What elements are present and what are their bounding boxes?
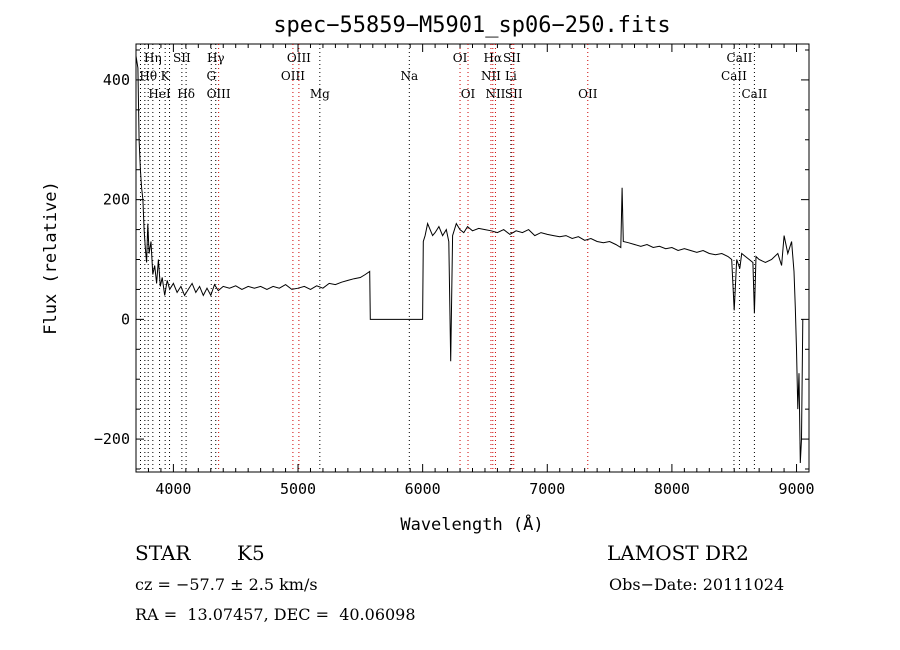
x-tick-label: 4000 <box>155 480 191 498</box>
survey-name: LAMOST DR2 <box>607 541 749 565</box>
y-tick-label: 400 <box>103 71 130 89</box>
line-label: Hα <box>484 51 503 65</box>
line-label: Hη <box>144 51 162 65</box>
line-label: SII <box>505 87 523 101</box>
line-label: CaII <box>727 51 753 65</box>
line-label: OII <box>578 87 598 101</box>
line-label: SII <box>173 51 191 65</box>
y-tick-label: 200 <box>103 191 130 209</box>
line-label: Na <box>400 69 418 83</box>
line-label: OIII <box>207 87 231 101</box>
y-tick-label: −200 <box>94 430 130 448</box>
line-label: OIII <box>281 69 305 83</box>
line-labels: HηHθHeIKSIIHδHγGOIIIOIIIOIIIMgNaOIOIHαNI… <box>139 51 767 101</box>
line-label: NII <box>481 69 501 83</box>
obs-date: Obs−Date: 20111024 <box>609 575 785 594</box>
ra-dec: RA = 13.07457, DEC = 40.06098 <box>135 605 416 624</box>
chart-title: spec−55859−M5901_sp06−250.fits <box>273 13 670 38</box>
line-label: CaII <box>741 87 767 101</box>
line-label: K <box>161 69 171 83</box>
line-label: G <box>206 69 216 83</box>
line-label: HeI <box>148 87 171 101</box>
line-label: Mg <box>310 87 330 101</box>
x-tick-label: 7000 <box>529 480 565 498</box>
line-label: CaII <box>721 69 747 83</box>
object-class: STAR <box>135 541 191 565</box>
line-label: OIII <box>287 51 311 65</box>
line-label: Hγ <box>207 51 225 65</box>
line-label: Hθ <box>139 69 157 83</box>
y-axis-label: Flux (relative) <box>41 181 61 335</box>
marker-lines <box>139 44 755 472</box>
line-label: OI <box>461 87 476 101</box>
line-label: Li <box>505 69 517 83</box>
object-subclass: K5 <box>237 541 265 565</box>
line-label: OI <box>453 51 468 65</box>
x-tick-label: 8000 <box>654 480 690 498</box>
plot-frame <box>135 43 810 473</box>
x-axis-ticks: 4000 5000 6000 7000 8000 9000 <box>135 44 815 498</box>
line-label: SII <box>503 51 521 65</box>
redshift-cz: cz = −57.7 ± 2.5 km/s <box>135 575 318 594</box>
spectrum-chart: spec−55859−M5901_sp06−250.fits HηHθHeIKS… <box>41 13 815 535</box>
x-axis-label: Wavelength (Å) <box>400 513 543 535</box>
spectrum-line <box>135 55 804 464</box>
x-tick-label: 5000 <box>280 480 316 498</box>
y-tick-label: 0 <box>121 310 130 328</box>
y-axis-ticks: −200 0 200 400 <box>94 49 809 470</box>
x-tick-label: 9000 <box>778 480 814 498</box>
line-label: NII <box>485 87 505 101</box>
x-tick-label: 6000 <box>405 480 441 498</box>
line-label: Hδ <box>177 87 195 101</box>
